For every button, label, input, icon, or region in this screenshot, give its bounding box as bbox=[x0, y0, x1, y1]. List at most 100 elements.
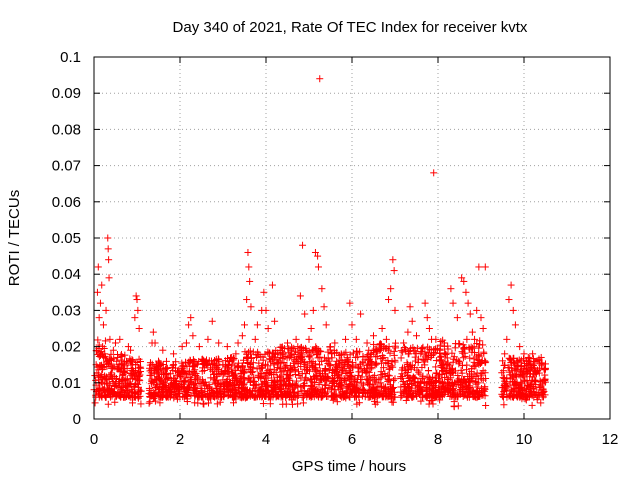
data-point bbox=[134, 393, 142, 401]
data-point bbox=[155, 357, 162, 365]
data-point bbox=[327, 385, 335, 393]
data-point bbox=[478, 370, 486, 378]
data-point bbox=[128, 371, 136, 379]
data-point bbox=[334, 359, 342, 367]
data-point bbox=[305, 347, 313, 355]
data-point bbox=[190, 381, 198, 389]
data-point bbox=[116, 335, 124, 343]
data-point bbox=[437, 353, 445, 361]
data-point bbox=[105, 375, 113, 383]
data-point bbox=[246, 277, 254, 285]
data-point bbox=[398, 392, 406, 400]
data-point bbox=[283, 354, 291, 362]
y-tick-label: 0.08 bbox=[52, 121, 81, 138]
data-point bbox=[170, 388, 178, 396]
data-point bbox=[208, 367, 216, 375]
y-tick-label: 0.03 bbox=[52, 302, 81, 319]
data-point bbox=[514, 361, 522, 369]
data-point bbox=[96, 299, 104, 307]
data-point bbox=[417, 350, 425, 358]
data-point bbox=[268, 387, 276, 395]
data-point bbox=[295, 368, 303, 376]
data-point bbox=[178, 367, 186, 375]
data-point bbox=[458, 274, 466, 282]
data-point bbox=[134, 306, 142, 314]
data-point bbox=[466, 310, 474, 318]
data-point bbox=[377, 383, 385, 391]
data-point bbox=[458, 348, 466, 356]
data-point bbox=[151, 367, 159, 375]
data-point bbox=[402, 396, 410, 404]
data-point bbox=[213, 360, 221, 368]
data-point bbox=[475, 263, 483, 271]
data-point bbox=[311, 364, 319, 372]
data-point bbox=[190, 367, 198, 375]
data-point bbox=[277, 343, 285, 351]
data-point bbox=[354, 388, 362, 396]
data-point bbox=[173, 395, 181, 403]
data-point bbox=[125, 383, 133, 391]
data-point bbox=[411, 347, 419, 355]
data-point bbox=[359, 358, 367, 366]
data-point bbox=[531, 370, 539, 378]
data-point bbox=[424, 367, 432, 375]
data-point bbox=[472, 387, 480, 395]
data-point bbox=[363, 339, 371, 347]
data-point bbox=[441, 349, 449, 357]
y-tick-label: 0.07 bbox=[52, 158, 81, 175]
data-point bbox=[156, 399, 164, 407]
data-point bbox=[126, 357, 134, 365]
data-point bbox=[224, 355, 232, 363]
data-point bbox=[370, 340, 378, 348]
data-point bbox=[453, 314, 461, 322]
data-point bbox=[502, 378, 510, 386]
data-point bbox=[245, 374, 253, 382]
data-point bbox=[245, 263, 253, 271]
data-point bbox=[459, 349, 467, 357]
data-point bbox=[462, 288, 470, 296]
data-point bbox=[480, 348, 488, 356]
data-point bbox=[405, 384, 413, 392]
data-point bbox=[410, 375, 418, 383]
data-point bbox=[377, 389, 385, 397]
data-point bbox=[111, 381, 119, 389]
data-point bbox=[213, 400, 221, 408]
data-point bbox=[391, 306, 399, 314]
data-point bbox=[117, 385, 125, 393]
data-point bbox=[191, 399, 199, 407]
data-point bbox=[103, 380, 111, 388]
data-point bbox=[284, 387, 292, 395]
data-point bbox=[353, 384, 361, 392]
data-point bbox=[247, 303, 255, 311]
data-point bbox=[282, 400, 290, 408]
data-point bbox=[456, 379, 464, 387]
data-point bbox=[104, 391, 112, 399]
data-point bbox=[479, 325, 487, 332]
data-point bbox=[432, 335, 440, 343]
data-point bbox=[157, 364, 165, 372]
data-point bbox=[380, 344, 388, 352]
data-point bbox=[401, 344, 409, 352]
data-point bbox=[370, 332, 377, 340]
data-point bbox=[372, 353, 380, 361]
data-point bbox=[471, 392, 479, 400]
data-point bbox=[466, 354, 474, 362]
data-point bbox=[101, 350, 109, 358]
data-point bbox=[401, 380, 409, 388]
data-point bbox=[360, 381, 368, 389]
data-point bbox=[317, 393, 325, 401]
data-point bbox=[101, 337, 109, 345]
data-point bbox=[163, 393, 171, 401]
y-axis-label: ROTI / TECUs bbox=[6, 190, 23, 286]
data-point bbox=[349, 349, 357, 357]
data-point bbox=[212, 387, 220, 395]
data-point bbox=[513, 363, 521, 371]
data-point bbox=[377, 341, 385, 349]
data-point bbox=[460, 277, 468, 285]
data-point bbox=[300, 358, 308, 366]
data-point bbox=[258, 363, 266, 371]
data-point bbox=[301, 360, 309, 368]
data-point bbox=[442, 351, 450, 359]
data-point bbox=[192, 371, 200, 379]
